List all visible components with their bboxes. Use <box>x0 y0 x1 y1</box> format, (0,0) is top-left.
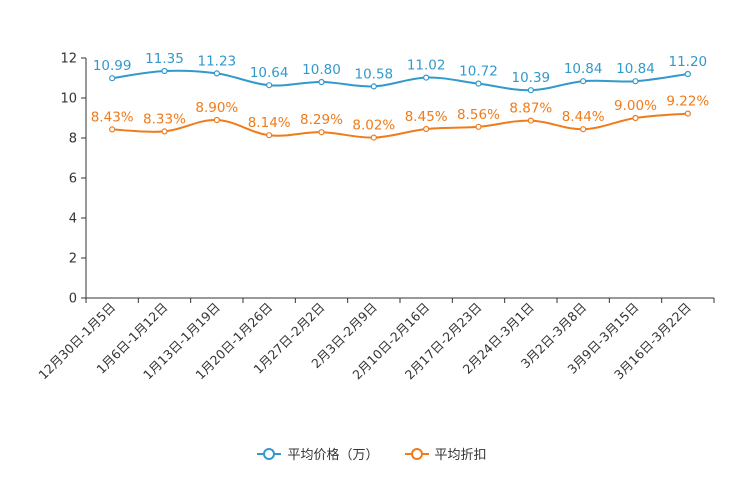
data-point <box>527 87 534 94</box>
data-label: 11.20 <box>669 54 708 70</box>
series-line-1 <box>112 112 688 139</box>
y-tick-label: 8 <box>69 132 77 147</box>
data-label: 8.02% <box>352 118 395 134</box>
data-label: 10.64 <box>250 65 289 81</box>
data-label: 8.90% <box>195 100 238 116</box>
data-label: 8.45% <box>405 109 448 125</box>
data-point <box>527 117 534 124</box>
data-label: 10.84 <box>616 61 655 77</box>
data-point <box>684 70 691 78</box>
data-point <box>161 128 168 135</box>
data-point <box>213 70 220 77</box>
data-label: 8.14% <box>248 115 291 131</box>
y-tick-label: 12 <box>60 52 77 67</box>
legend-item-discount[interactable]: 平均折扣 <box>404 444 487 463</box>
legend-price-label: 平均价格（万） <box>287 448 379 463</box>
data-label: 8.56% <box>457 107 500 123</box>
y-tick-label: 2 <box>69 252 77 267</box>
data-point <box>684 110 691 117</box>
data-point <box>318 129 325 136</box>
legend-discount-label: 平均折扣 <box>434 448 487 463</box>
data-label: 11.02 <box>407 58 446 74</box>
data-label: 10.84 <box>564 61 603 77</box>
data-point <box>370 134 377 141</box>
data-point <box>266 132 273 139</box>
data-label: 8.44% <box>562 109 605 125</box>
data-label: 9.22% <box>666 94 709 110</box>
data-label: 11.35 <box>145 51 184 67</box>
data-label: 11.23 <box>198 53 237 69</box>
data-label: 8.33% <box>143 111 186 127</box>
data-point <box>580 126 587 133</box>
data-label: 10.58 <box>355 66 394 82</box>
data-point <box>475 80 482 87</box>
data-point <box>109 126 116 133</box>
data-label: 8.29% <box>300 112 343 128</box>
data-label: 10.99 <box>93 58 132 74</box>
data-point <box>632 78 639 85</box>
series-line-0 <box>112 69 688 92</box>
data-point <box>370 83 377 90</box>
y-tick-label: 0 <box>69 292 77 307</box>
legend: 平均价格（万） 平均折扣 <box>0 444 744 463</box>
legend-price-marker-icon <box>257 447 282 460</box>
data-label: 9.00% <box>614 98 657 114</box>
data-label: 8.87% <box>509 101 552 117</box>
y-tick-label: 10 <box>60 92 77 107</box>
data-point <box>580 78 587 85</box>
data-label: 10.80 <box>302 62 341 78</box>
data-point <box>266 82 273 89</box>
line-chart: 02468101212月30日-1月5日1月6日-1月12日1月13日-1月19… <box>35 51 715 382</box>
data-point <box>423 125 430 133</box>
data-point <box>632 114 639 122</box>
data-point <box>423 74 430 81</box>
data-point <box>318 78 325 86</box>
legend-discount-marker-icon <box>404 447 429 460</box>
data-point <box>475 123 482 130</box>
data-point <box>213 116 220 124</box>
data-label: 8.43% <box>91 109 134 125</box>
data-point <box>109 75 116 82</box>
y-tick-label: 6 <box>69 172 77 187</box>
data-point <box>161 67 168 75</box>
data-label: 10.72 <box>459 64 498 80</box>
legend-item-price[interactable]: 平均价格（万） <box>257 444 379 463</box>
data-label: 10.39 <box>512 70 551 86</box>
y-tick-label: 4 <box>69 212 77 227</box>
